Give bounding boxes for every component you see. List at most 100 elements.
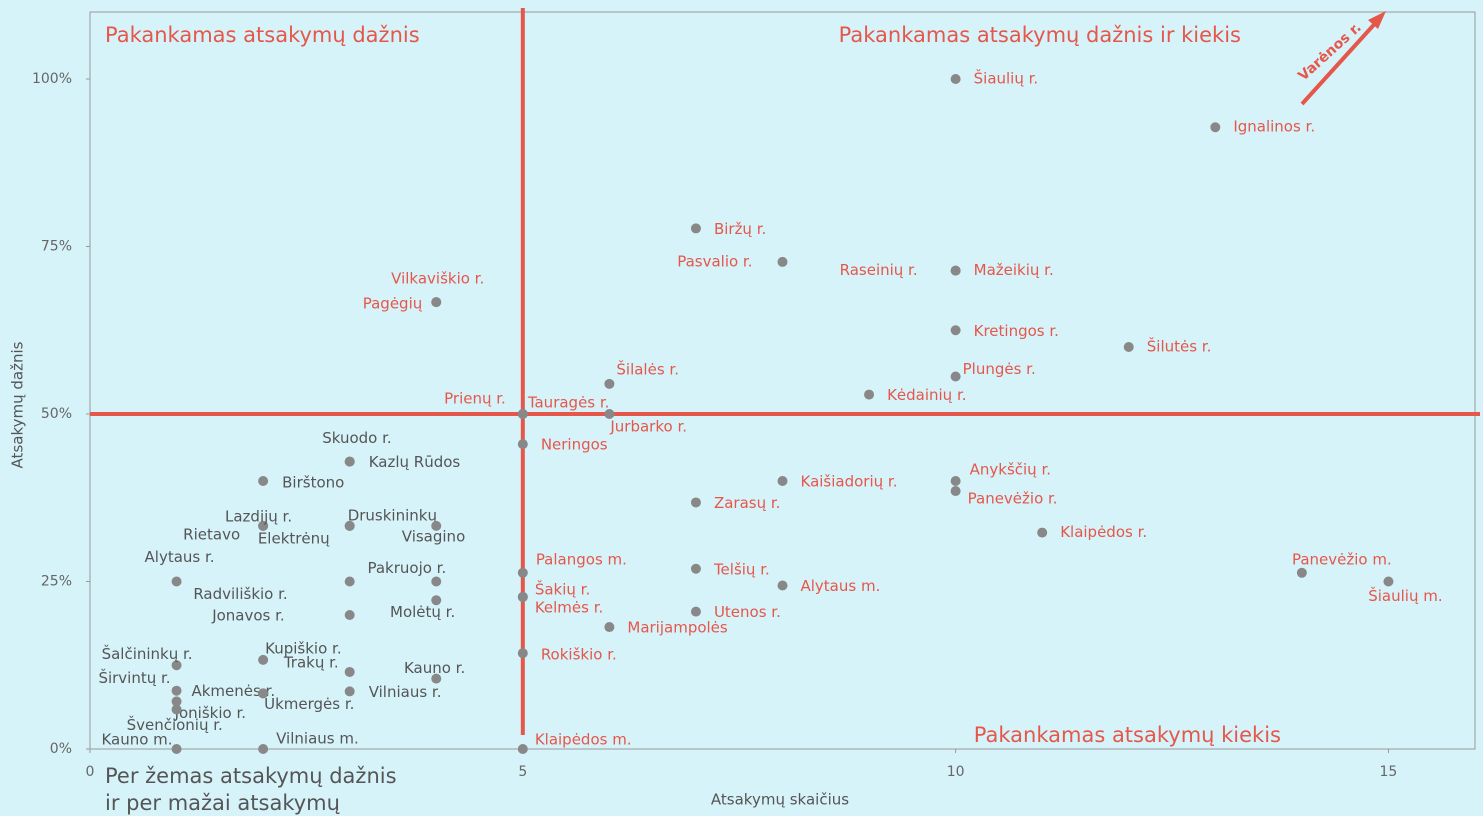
point-label: Šilutės r. [1147, 337, 1212, 356]
point [690, 563, 701, 574]
point-label: Pakruojo r. [367, 559, 446, 577]
point-label: Šilalės r. [616, 359, 679, 378]
quadrant-label: Pakankamas atsakymų dažnis ir kiekis [839, 23, 1241, 47]
point [604, 378, 615, 389]
point-label: Vilniaus m. [276, 730, 359, 748]
point-label: Alytaus m. [801, 577, 881, 595]
point [1037, 527, 1048, 538]
arrow-head [1368, 11, 1386, 29]
point-label: Mažeikių r. [974, 261, 1054, 279]
point-label: Zarasų r. [714, 494, 780, 512]
point [344, 610, 355, 620]
point [690, 223, 701, 234]
point-label: Utenos r. [714, 603, 781, 621]
point-label: Druskininkų [348, 506, 438, 524]
point-label: Kaišiadorių r. [801, 473, 898, 491]
point-label: Marijampolės [627, 619, 728, 637]
point [431, 297, 442, 308]
point [258, 688, 269, 699]
point-label: Ignalinos r. [1233, 118, 1315, 136]
point-label: Elektrėnų [258, 529, 330, 547]
x-axis-title: Atsakymų skaičius [711, 791, 849, 809]
y-axis-title: Atsakymų dažnis [9, 341, 27, 468]
point-label: Skuodo r. [322, 429, 391, 447]
point-label: Klaipėdos m. [535, 731, 632, 749]
point [950, 476, 961, 486]
point [344, 666, 355, 677]
point [171, 744, 182, 754]
quadrant-label: Pakankamas atsakymų kiekis [974, 723, 1281, 747]
point-label: Prienų r. [444, 390, 506, 408]
point [171, 696, 182, 707]
point [950, 74, 961, 84]
point [517, 439, 528, 450]
point [517, 744, 528, 754]
point [690, 606, 701, 617]
point-label: Šiaulių r. [974, 69, 1039, 88]
point-label: Plungės r. [963, 360, 1036, 378]
point [1296, 567, 1307, 578]
point-label: Panevėžio r. [968, 490, 1058, 508]
point-label: Klaipėdos r. [1060, 523, 1147, 541]
point [258, 744, 269, 754]
point [517, 591, 528, 602]
point [517, 409, 528, 419]
point [258, 520, 269, 531]
quadrant-label: Per žemas atsakymų dažnis [105, 764, 397, 788]
point [171, 660, 182, 671]
x-tick-label: 5 [518, 764, 527, 780]
point-label: Anykščių r. [970, 461, 1051, 479]
x-tick-label: 0 [86, 764, 95, 780]
point [1383, 576, 1394, 587]
point [344, 520, 355, 531]
point [950, 486, 961, 497]
point-label: Vilniaus r. [369, 683, 442, 701]
point [171, 685, 182, 696]
point [431, 595, 442, 606]
point-label: Vilkaviškio r. [391, 270, 484, 288]
point [431, 520, 442, 531]
point-label: Kretingos r. [974, 322, 1059, 340]
point-label: Joniškio r. [174, 704, 246, 722]
point [864, 389, 875, 400]
point-label: Biržų r. [714, 220, 766, 238]
arrow [1300, 16, 1382, 106]
point [950, 325, 961, 336]
point-label: Telšių r. [713, 560, 770, 578]
point-label: Akmenės r. [191, 682, 275, 700]
point-label: Šiaulių m. [1368, 586, 1442, 605]
point-label: Palangos m. [536, 550, 627, 568]
point-label: Jurbarko r. [609, 418, 687, 436]
point-label: Kelmės r. [535, 598, 603, 616]
point [344, 686, 355, 697]
point [258, 476, 269, 486]
point [1123, 342, 1134, 352]
point [517, 567, 528, 578]
point-label: Birštono [282, 474, 344, 492]
point-label: Jonavos r. [211, 607, 285, 625]
y-tick-label: 0% [50, 741, 72, 757]
point [950, 265, 961, 276]
point [431, 576, 442, 587]
point-label: Širvintų r. [98, 668, 170, 687]
point-label: Kupiškio r. [265, 639, 341, 657]
point [777, 580, 788, 591]
point-label: Kėdainių r. [887, 386, 966, 404]
quadrant-label: ir per mažai atsakymų [105, 791, 340, 815]
point-label: Tauragės r. [527, 394, 610, 412]
y-tick-label: 75% [41, 239, 72, 255]
point [171, 576, 182, 587]
quadrant-label: Pakankamas atsakymų dažnis [105, 23, 420, 47]
point-label: Kazlų Rūdos [369, 453, 461, 471]
point [344, 576, 355, 587]
y-tick-label: 25% [41, 574, 72, 590]
point [171, 704, 182, 715]
point-label: Trakų r. [283, 653, 339, 671]
point [517, 648, 528, 659]
point [258, 654, 269, 665]
point-label: Pasvalio r. [677, 252, 752, 270]
plot-area [89, 11, 1476, 750]
point-label: Lazdijų r. [225, 507, 292, 525]
x-tick-label: 10 [947, 764, 965, 780]
